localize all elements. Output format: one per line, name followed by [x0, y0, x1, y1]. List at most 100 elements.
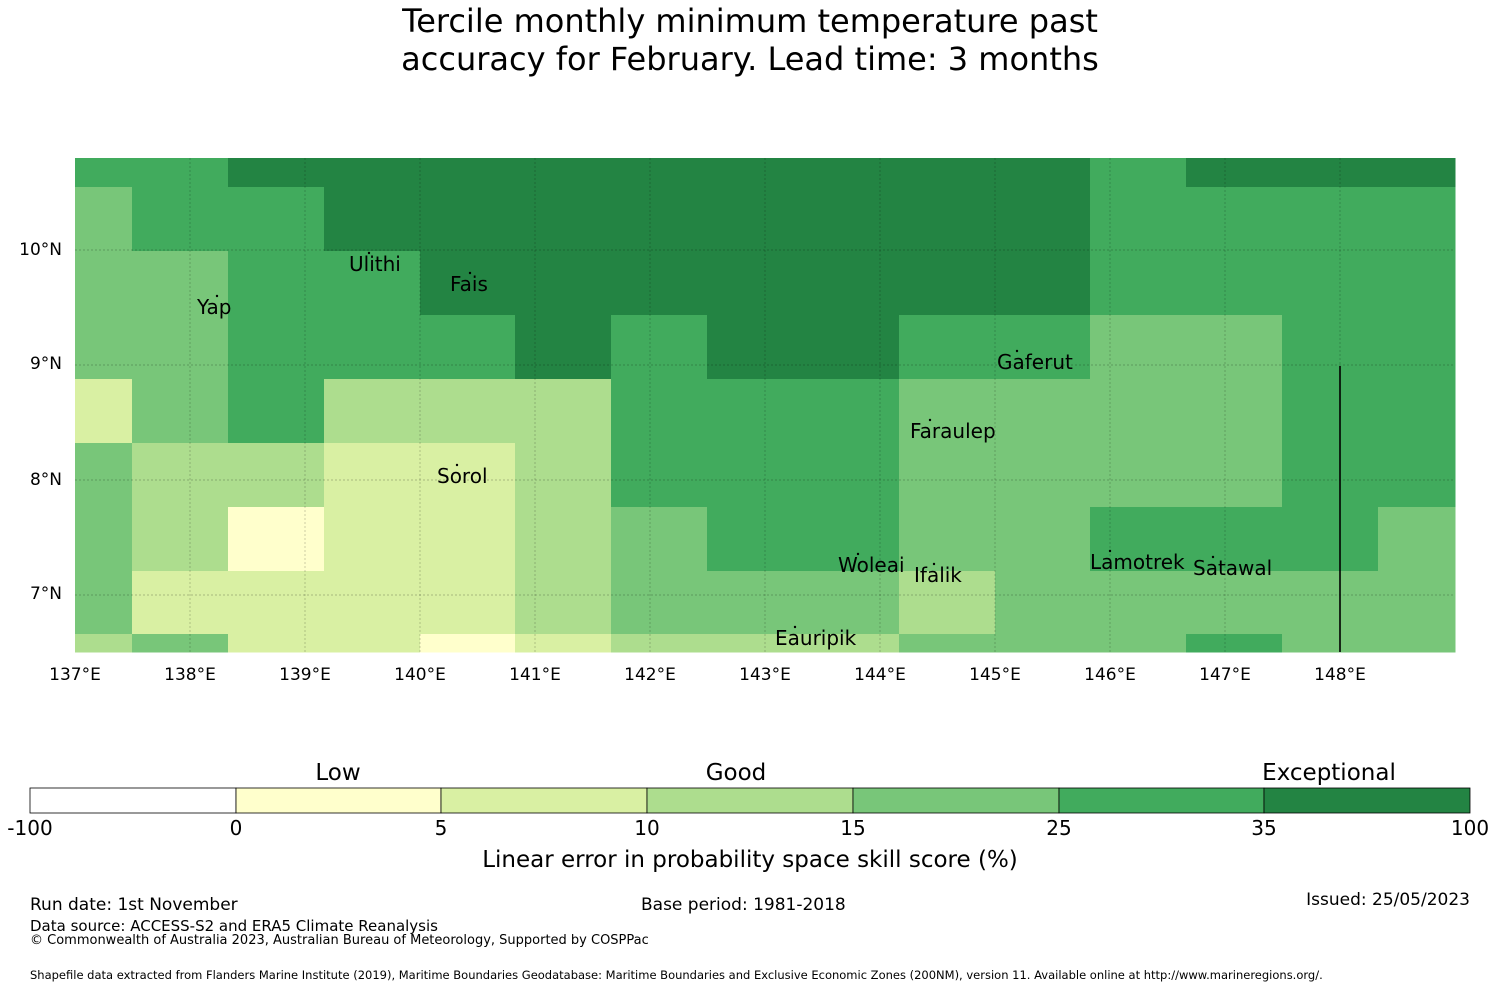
skill-cell [420, 571, 516, 635]
cbar-tick-5: 5 [434, 816, 448, 840]
skill-cell [1090, 443, 1187, 508]
skill-cell [132, 251, 229, 316]
lat-label-10n: 10°N [19, 240, 62, 260]
island-marker [367, 251, 371, 255]
lat-label-7n: 7°N [29, 584, 62, 604]
cbar-tick-15: 15 [840, 816, 866, 840]
skill-cell [324, 571, 421, 635]
island-label: Yap [196, 295, 231, 319]
skill-cell [1186, 634, 1283, 653]
island-marker [455, 463, 459, 467]
skill-cell [611, 507, 708, 572]
skill-cell [324, 187, 421, 252]
island-label: Gaferut [997, 350, 1073, 374]
skill-cell [707, 379, 804, 444]
skill-cell [899, 315, 996, 380]
island-marker [856, 552, 860, 556]
skill-cell [420, 251, 516, 316]
skill-map: Ulithi Fais Yap Gaferut Faraulep Sorol Woleai I… [75, 158, 1456, 653]
skill-cell [899, 251, 996, 316]
island-marker [1015, 349, 1019, 353]
skill-cell [1378, 251, 1456, 316]
skill-cell [707, 507, 804, 572]
colorbar-segment [852, 787, 1060, 814]
base-period: Base period: 1981-2018 [641, 895, 846, 915]
lat-label-8n: 8°N [29, 470, 62, 490]
cbar-tick-10: 10 [634, 816, 660, 840]
skill-cell [899, 634, 996, 653]
skill-cell [1186, 443, 1283, 508]
island-label: Ulithi [349, 252, 401, 276]
skill-cell [611, 315, 708, 380]
skill-cell [1378, 443, 1456, 508]
skill-cell [228, 187, 325, 252]
skill-cell [324, 634, 421, 653]
data-source: Data source: ACCESS-S2 and ERA5 Climate … [30, 917, 438, 935]
island-label: Satawal [1193, 556, 1272, 580]
skill-cell [707, 634, 804, 653]
skill-cell [1282, 315, 1379, 380]
cbar-tick-100: 100 [1450, 816, 1490, 840]
colorbar-segment [29, 787, 237, 814]
skill-cell [324, 379, 421, 444]
lat-label-9n: 9°N [29, 354, 62, 374]
island-marker [468, 271, 472, 275]
skill-cell [228, 379, 325, 444]
skill-cell [1282, 571, 1379, 635]
skill-cell [899, 158, 996, 188]
skill-cell [75, 187, 133, 252]
skill-cell [324, 507, 421, 572]
skill-cell [803, 571, 900, 635]
skill-cell [75, 251, 133, 316]
map-title-line1: Tercile monthly minimum temperature past [402, 2, 1098, 40]
skill-cell [1186, 571, 1283, 635]
lon-label-148e: 148°E [1314, 665, 1366, 685]
colorbar-segment [235, 787, 442, 814]
skill-cell [803, 187, 900, 252]
skill-cell [995, 443, 1091, 508]
island-marker [1211, 555, 1215, 559]
colorbar-title: Linear error in probability space skill … [482, 847, 1018, 873]
issued-date: Issued: 25/05/2023 [1306, 890, 1470, 910]
skill-cell [132, 315, 229, 380]
skill-cell [75, 634, 133, 653]
skill-cell [420, 158, 516, 188]
skill-cell [1090, 634, 1187, 653]
skill-cell [611, 187, 708, 252]
skill-cell [1186, 315, 1283, 380]
skill-cell [420, 507, 516, 572]
skill-cell [1282, 187, 1379, 252]
skill-cell [611, 158, 708, 188]
skill-cell [324, 251, 421, 316]
skill-cell [324, 315, 421, 380]
cbar-tick-35: 35 [1251, 816, 1277, 840]
skill-cell [1090, 315, 1187, 380]
skill-cell [707, 251, 804, 316]
lon-label-138e: 138°E [164, 665, 216, 685]
skill-cell [132, 158, 229, 188]
skill-cell [611, 443, 708, 508]
category-low: Low [315, 760, 361, 786]
skill-cell [420, 379, 516, 444]
skill-cell [1282, 158, 1379, 188]
map-title-line2: accuracy for February. Lead time: 3 mont… [401, 40, 1099, 78]
skill-cell [132, 187, 229, 252]
island-label: Ifalik [914, 563, 962, 587]
skill-cell [228, 443, 325, 508]
skill-cell [324, 443, 421, 508]
skill-cell [1186, 507, 1283, 572]
skill-cell [1090, 251, 1187, 316]
skill-cell [515, 379, 612, 444]
skill-cell [1282, 379, 1379, 444]
skill-cell [899, 443, 996, 508]
lon-label-139e: 139°E [279, 665, 331, 685]
skill-cell [515, 158, 612, 188]
skill-cell [899, 571, 996, 635]
skill-cell [611, 571, 708, 635]
skill-cell [228, 158, 325, 188]
skill-cell [75, 443, 133, 508]
skill-cell [995, 315, 1091, 380]
lon-label-143e: 143°E [739, 665, 791, 685]
skill-cell [1090, 507, 1187, 572]
cbar-tick-25: 25 [1046, 816, 1072, 840]
